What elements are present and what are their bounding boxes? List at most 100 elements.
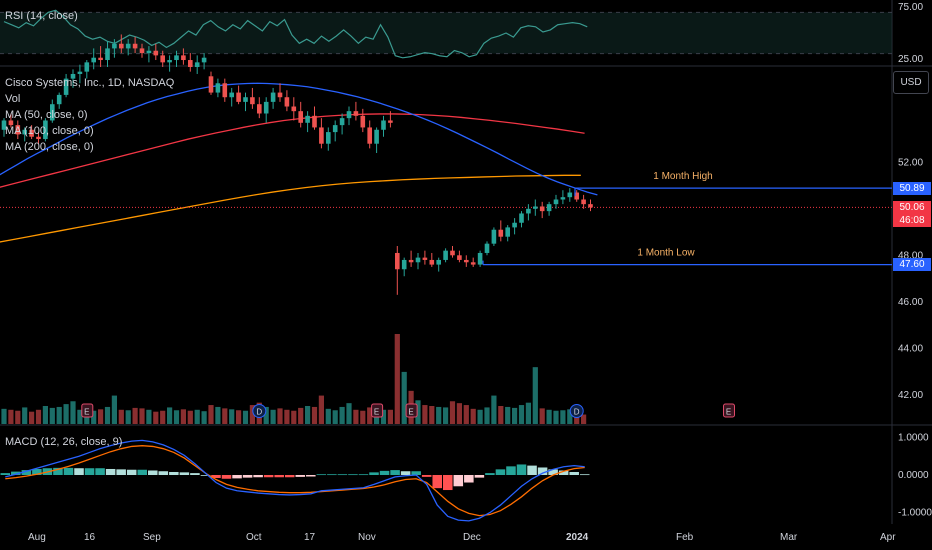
volume-bar: [270, 409, 276, 424]
volume-bar: [539, 408, 545, 424]
currency-button[interactable]: USD: [893, 71, 929, 94]
volume-bar: [146, 409, 152, 424]
macd-histogram-bar: [190, 473, 200, 475]
volume-bar: [249, 405, 255, 424]
candle-body: [491, 229, 497, 244]
price-tick-label: 52.00: [898, 157, 923, 168]
macd-histogram: [0, 464, 590, 491]
candle-body: [408, 259, 414, 263]
macd-histogram-bar: [537, 467, 548, 475]
candle-body: [43, 120, 48, 140]
ma100-legend[interactable]: MA (100, close, 0): [5, 125, 94, 137]
macd-pane: MACD (12, 26, close, 9) 1.0000 0.0000 -1…: [0, 432, 932, 522]
candle-body: [401, 259, 407, 270]
volume-bar: [505, 406, 511, 424]
ma200-line: [0, 174, 581, 243]
candle-body: [588, 204, 593, 208]
volume-bar: [532, 367, 538, 424]
candle-body: [250, 97, 255, 105]
candle-body: [291, 106, 297, 112]
time-tick-label: Dec: [463, 532, 481, 543]
candle-body: [270, 92, 276, 102]
candle-body: [194, 62, 200, 67]
ma100-line: [0, 113, 585, 188]
price-tick-label: 44.00: [898, 343, 923, 354]
volume-bar: [15, 410, 21, 424]
candle-body: [553, 199, 559, 205]
earnings-marker: [371, 403, 384, 418]
candle-body: [160, 55, 165, 63]
candle-body: [50, 104, 55, 121]
volume-bar: [187, 410, 193, 424]
candle-body: [374, 129, 379, 144]
volume-bar: [339, 406, 345, 424]
volume-bar: [436, 406, 442, 424]
candle-body: [132, 43, 138, 49]
macd-histogram-bar: [516, 464, 527, 475]
volume-bar: [42, 406, 48, 424]
time-axis[interactable]: Aug 16 Sep Oct 17 Nov Dec 2024 Feb Mar A…: [28, 532, 896, 543]
volume-legend[interactable]: Vol: [5, 93, 20, 105]
macd-tick-label: -1.0000: [898, 508, 932, 519]
price-levels[interactable]: 1 Month High 1 Month Low: [482, 171, 892, 266]
volume-bar: [311, 406, 318, 424]
earnings-marker: [723, 403, 735, 418]
volume-bar: [518, 405, 525, 424]
ma50-line: [0, 82, 598, 196]
time-tick-label: Apr: [880, 532, 896, 543]
candle-body: [367, 127, 372, 144]
volume-bar: [1, 408, 7, 424]
macd-histogram-bar: [95, 468, 105, 475]
rsi-series-line: [3, 9, 588, 59]
volume-bar: [394, 334, 400, 424]
candle-body: [381, 120, 386, 130]
macd-histogram-bar: [221, 475, 232, 479]
macd-histogram-bar: [137, 469, 147, 475]
macd-histogram-bar: [242, 475, 253, 478]
candle-body: [139, 48, 145, 54]
candle-body: [222, 83, 228, 98]
macd-histogram-bar: [126, 469, 137, 475]
candle-body: [332, 125, 338, 133]
volume-bar: [512, 407, 518, 424]
volume-bar: [484, 407, 490, 424]
volume-bar: [194, 409, 200, 424]
volume-bar: [277, 408, 283, 424]
macd-histogram-bar: [211, 475, 221, 479]
volume-bar: [346, 403, 352, 424]
volume-bar: [22, 407, 28, 424]
macd-histogram-bar: [369, 472, 379, 475]
macd-histogram-bar: [348, 474, 358, 476]
volume-bar: [201, 411, 207, 424]
macd-histogram-bar: [337, 474, 348, 476]
rsi-legend[interactable]: RSI (14, close): [5, 10, 78, 22]
candle-body: [229, 92, 234, 98]
symbol-title[interactable]: Cisco Systems, Inc., 1D, NASDAQ: [5, 77, 175, 89]
price-pane: E E D E D E 1 Month High 1 Month Low Cisco Sys…: [0, 34, 923, 424]
macd-histogram-bar: [453, 475, 464, 487]
volume-bar: [560, 410, 566, 424]
volume-bar: [111, 395, 117, 424]
volume-bar: [332, 410, 338, 424]
volume-bar: [242, 410, 249, 424]
macd-histogram-bar: [495, 469, 506, 475]
ma50-legend[interactable]: MA (50, close, 0): [5, 109, 88, 121]
volume-bar: [567, 409, 573, 424]
macd-histogram-bar: [32, 468, 42, 475]
macd-histogram-bar: [548, 469, 558, 475]
candle-body: [484, 243, 490, 253]
candle-body: [429, 259, 435, 265]
volume-bar: [98, 409, 104, 424]
candle-body: [498, 229, 504, 237]
macd-histogram-bar: [295, 475, 306, 477]
candle-body: [29, 129, 34, 137]
candle-body: [98, 57, 103, 61]
macd-legend[interactable]: MACD (12, 26, close, 9): [5, 436, 122, 448]
volume-bar: [470, 408, 476, 424]
price-tick-label: 48.00: [898, 250, 923, 261]
candle-body: [56, 94, 62, 105]
ma200-legend[interactable]: MA (200, close, 0): [5, 141, 94, 153]
volume-bar: [525, 402, 531, 424]
candle-body: [167, 60, 172, 63]
